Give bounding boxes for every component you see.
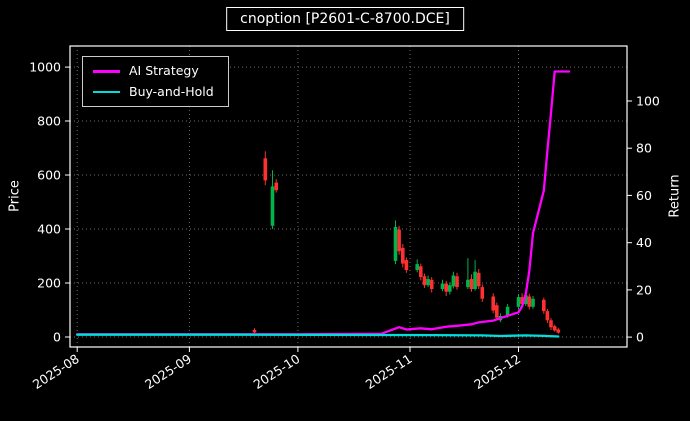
legend-label: AI Strategy	[129, 63, 199, 78]
right-axis-label: Return	[667, 174, 683, 218]
svg-text:100: 100	[636, 94, 660, 109]
svg-text:20: 20	[636, 282, 652, 297]
svg-text:2025-08: 2025-08	[30, 351, 82, 392]
svg-text:40: 40	[636, 235, 652, 250]
svg-text:1000: 1000	[29, 60, 61, 75]
svg-text:0: 0	[636, 330, 644, 345]
svg-text:80: 80	[636, 141, 652, 156]
svg-text:60: 60	[636, 188, 652, 203]
svg-text:200: 200	[37, 276, 61, 291]
legend: AI Strategy Buy-and-Hold	[82, 56, 229, 107]
svg-text:800: 800	[37, 114, 61, 129]
legend-item-buy-and-hold: Buy-and-Hold	[93, 83, 214, 99]
buy-and-hold-line-swatch	[93, 90, 120, 93]
chart-title: cnoption [P2601-C-8700.DCE]	[226, 7, 464, 31]
svg-text:2025-10: 2025-10	[251, 351, 303, 392]
svg-text:600: 600	[37, 168, 61, 183]
svg-text:2025-12: 2025-12	[471, 351, 523, 392]
svg-text:400: 400	[37, 222, 61, 237]
svg-text:2025-09: 2025-09	[142, 351, 194, 392]
left-axis-label: Price	[7, 180, 23, 212]
svg-text:0: 0	[53, 330, 61, 345]
ai-strategy-line-swatch	[93, 70, 120, 73]
legend-item-ai-strategy: AI Strategy	[93, 63, 214, 78]
legend-label: Buy-and-Hold	[129, 83, 214, 99]
svg-text:2025-11: 2025-11	[363, 351, 415, 392]
